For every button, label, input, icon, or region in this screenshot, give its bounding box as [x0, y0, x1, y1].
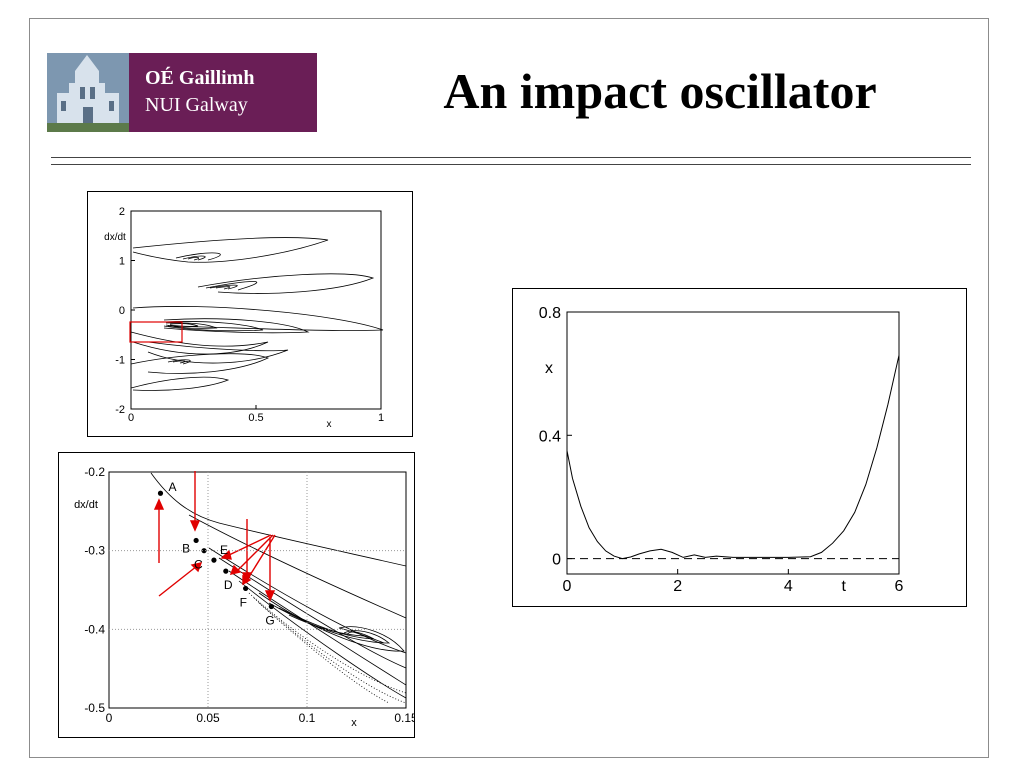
labeled-points: A BC E DF G: [157, 480, 275, 628]
logo-english-name: NUI Galway: [145, 94, 248, 116]
point-label-b: B: [182, 541, 190, 555]
university-logo: OÉ Gaillimh NUI Galway: [47, 53, 317, 132]
y-tick-label: 2: [119, 206, 125, 218]
series-line-0: [566, 355, 900, 560]
x-axis-label: x: [327, 419, 332, 430]
title-rule-bottom: [51, 164, 971, 165]
x-tick-label: 0: [563, 578, 572, 595]
phase-portrait-panel: 0 0.5 1 2 1 0 -1 -2 dx/dt x: [87, 191, 413, 437]
series-lines: [566, 355, 900, 560]
zoomed-phase-panel: A BC E DF G 0 0.05 0.1 0.15 -0.2 -0.3 -0.4 -0.5 dx/d…: [58, 452, 418, 738]
y-tick-label: -2: [115, 404, 125, 416]
x-tick-label: 0: [128, 412, 134, 424]
slide-frame: [29, 18, 989, 758]
x-axis-label: x: [351, 717, 357, 729]
trajectory-curves: [150, 472, 407, 704]
plot-area: [108, 471, 407, 709]
point-label-e: E: [220, 543, 228, 557]
slide-title: An impact oscillator: [443, 63, 877, 119]
point-label-a: A: [168, 480, 176, 494]
point-label-f: F: [240, 595, 247, 609]
time-series-chart: 0 2 4 6 0.8 0.4 0 x t: [539, 305, 904, 595]
point-g: [268, 603, 274, 610]
y-tick-label: 0.4: [539, 428, 561, 445]
zoom-region-box: [129, 321, 183, 343]
point-e: [211, 557, 217, 563]
phase-curves: [130, 237, 384, 391]
x-axis-label: t: [841, 578, 846, 595]
y-axis-label: x: [545, 360, 553, 377]
x-tick-label: 0: [106, 711, 113, 725]
y-tick-label: 0.8: [539, 305, 561, 322]
x-tick-label: 1: [378, 412, 384, 424]
x-tick-label: 4: [784, 578, 793, 595]
time-series-panel: 0 2 4 6 0.8 0.4 0 x t: [512, 288, 967, 607]
y-tick-label: -0.3: [84, 544, 105, 558]
point-label-g: G: [265, 614, 274, 628]
point-c: [201, 548, 207, 554]
y-tick-label: -0.2: [84, 465, 105, 479]
logo-irish-name: OÉ Gaillimh: [145, 67, 255, 89]
y-tick-label: 1: [119, 256, 125, 268]
x-tick-label: 0.05: [196, 711, 220, 725]
phase-portrait-chart: 0 0.5 1 2 1 0 -1 -2 dx/dt x: [104, 206, 384, 430]
x-tick-label: 0.15: [394, 711, 414, 725]
title-rule-top: [51, 157, 971, 158]
point-f: [243, 585, 249, 592]
y-axis-label: dx/dt: [104, 232, 126, 243]
x-tick-label: 0.1: [299, 711, 316, 725]
x-tick-label: 0.5: [248, 412, 263, 424]
y-tick-label: -0.4: [84, 622, 105, 636]
y-tick-label: 0: [119, 305, 125, 317]
plot-area: [566, 311, 900, 575]
y-tick-label: 0: [552, 552, 561, 569]
x-tick-label: 2: [673, 578, 682, 595]
point-label-c: C: [194, 558, 203, 572]
y-tick-label: -1: [115, 355, 125, 367]
point-a: [157, 490, 164, 496]
zoomed-phase-chart: A BC E DF G 0 0.05 0.1 0.15 -0.2 -0.3 -0.4 -0.5 dx/d…: [74, 465, 418, 729]
x-tick-label: 6: [895, 578, 904, 595]
point-b: [193, 537, 199, 544]
point-label-d: D: [224, 578, 233, 592]
y-tick-label: -0.5: [84, 701, 105, 715]
point-d: [223, 568, 229, 574]
y-axis-label: dx/dt: [74, 499, 98, 511]
red-arrows: [153, 471, 276, 602]
tower-logo-icon: [47, 53, 129, 132]
